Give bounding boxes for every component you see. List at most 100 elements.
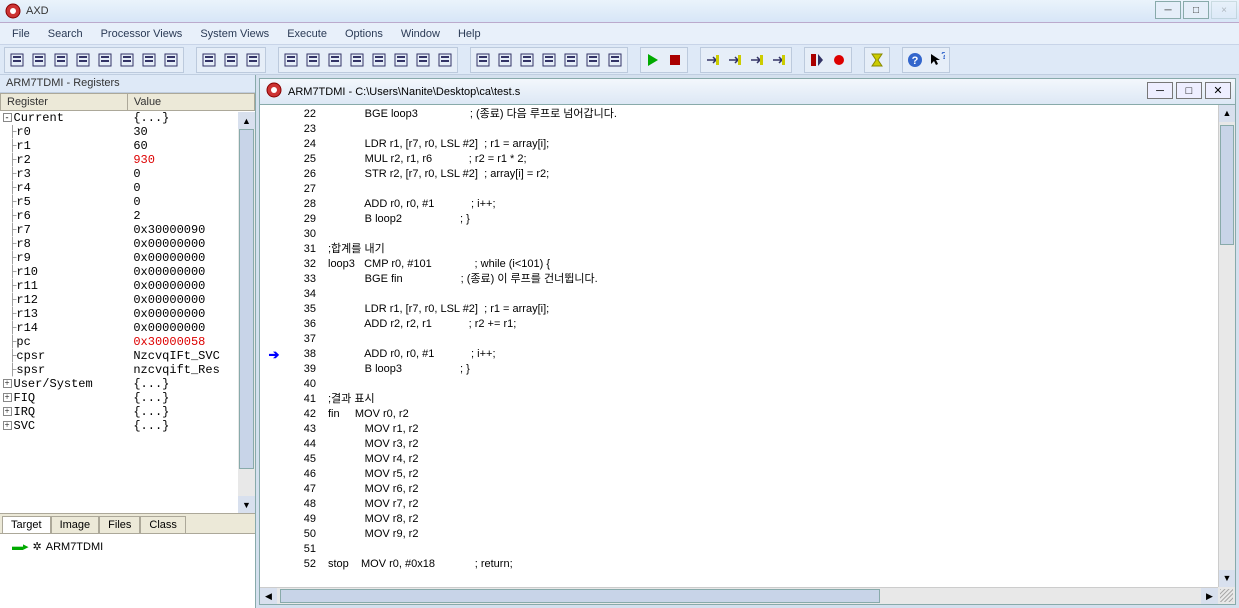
code-line[interactable]: 49 MOV r8, r2 [260, 512, 1235, 527]
register-row[interactable]: ├cpsrNzcvqIFt_SVC [1, 349, 255, 363]
menu-file[interactable]: File [4, 26, 38, 42]
box-v-button[interactable] [324, 49, 346, 71]
box-stack-button[interactable] [368, 49, 390, 71]
folder-open-button[interactable] [28, 49, 50, 71]
page-lines-button[interactable] [198, 49, 220, 71]
file-search-button[interactable] [6, 49, 28, 71]
code-line[interactable]: 34 [260, 287, 1235, 302]
breakpoint-button[interactable] [828, 49, 850, 71]
target-item[interactable]: ▬▸ ✲ ARM7TDMI [4, 538, 251, 555]
register-row[interactable]: ├r110x00000000 [1, 279, 255, 293]
code-line[interactable]: 32loop3 CMP r0, #101 ; while (i<101) { [260, 257, 1235, 272]
register-row[interactable]: ├r62 [1, 209, 255, 223]
register-row[interactable]: ├r70x30000090 [1, 223, 255, 237]
code-line[interactable]: 22 BGE loop3 ; (종료) 다음 루프로 넘어갑니다. [260, 107, 1235, 122]
register-row[interactable]: ├r40 [1, 181, 255, 195]
code-line[interactable]: 27 [260, 182, 1235, 197]
register-row[interactable]: ├r120x00000000 [1, 293, 255, 307]
step-over-button[interactable] [724, 49, 746, 71]
code-line[interactable]: 33 BGE fin ; (종료) 이 루프를 건너뜁니다. [260, 272, 1235, 287]
box-r2-button[interactable] [494, 49, 516, 71]
menu-help[interactable]: Help [450, 26, 489, 42]
code-minimize-button[interactable]: ─ [1147, 82, 1173, 99]
code-line[interactable]: ➔38 ADD r0, r0, #1 ; i++; [260, 347, 1235, 362]
page-grid-button[interactable] [242, 49, 264, 71]
code-line[interactable]: 29 B loop2 ; } [260, 212, 1235, 227]
files-button[interactable] [50, 49, 72, 71]
code-line[interactable]: 36 ADD r2, r2, r1 ; r2 += r1; [260, 317, 1235, 332]
registers-scrollbar[interactable]: ▲▼ [238, 112, 255, 513]
box-search-button[interactable] [302, 49, 324, 71]
box-grid-button[interactable] [346, 49, 368, 71]
register-row[interactable]: +FIQ{...} [1, 391, 255, 405]
box-search2-button[interactable] [516, 49, 538, 71]
col-value[interactable]: Value [127, 94, 254, 111]
code-maximize-button[interactable]: □ [1176, 82, 1202, 99]
code-line[interactable]: 52stop MOV r0, #0x18 ; return; [260, 557, 1235, 572]
stop-button[interactable] [664, 49, 686, 71]
code-line[interactable]: 50 MOV r9, r2 [260, 527, 1235, 542]
help-button[interactable]: ? [904, 49, 926, 71]
code-line[interactable]: 41;결과 표시 [260, 392, 1235, 407]
arrow-right-button[interactable] [160, 49, 182, 71]
code-line[interactable]: 31;합계를 내기 [260, 242, 1235, 257]
play-button[interactable] [642, 49, 664, 71]
code-line[interactable]: 42fin MOV r0, r2 [260, 407, 1235, 422]
page-button[interactable] [116, 49, 138, 71]
step-out-button[interactable] [746, 49, 768, 71]
step-to-button[interactable] [768, 49, 790, 71]
tab-files[interactable]: Files [99, 516, 140, 533]
hourglass-button[interactable] [866, 49, 888, 71]
tab-target[interactable]: Target [2, 516, 51, 533]
code-line[interactable]: 39 B loop3 ; } [260, 362, 1235, 377]
code-window-titlebar[interactable]: ARM7TDMI - C:\Users\Nanite\Desktop\ca\te… [260, 79, 1235, 105]
menu-execute[interactable]: Execute [279, 26, 335, 42]
arrows-recycle-button[interactable] [94, 49, 116, 71]
code-line[interactable]: 40 [260, 377, 1235, 392]
tab-image[interactable]: Image [51, 516, 100, 533]
code-line[interactable]: 46 MOV r5, r2 [260, 467, 1235, 482]
box-panels-button[interactable] [560, 49, 582, 71]
code-line[interactable]: 35 LDR r1, [r7, r0, LSL #2] ; r1 = array… [260, 302, 1235, 317]
code-line[interactable]: 43 MOV r1, r2 [260, 422, 1235, 437]
register-row[interactable]: +User/System{...} [1, 377, 255, 391]
maximize-button[interactable]: □ [1183, 1, 1209, 19]
register-row[interactable]: ├r160 [1, 139, 255, 153]
box-rows-button[interactable] [582, 49, 604, 71]
register-row[interactable]: ├r80x00000000 [1, 237, 255, 251]
cursor-stop-button[interactable] [806, 49, 828, 71]
box-bars-button[interactable] [390, 49, 412, 71]
menu-system-views[interactable]: System Views [192, 26, 277, 42]
disk-button[interactable] [72, 49, 94, 71]
register-row[interactable]: ├r030 [1, 125, 255, 139]
register-row[interactable]: ├r30 [1, 167, 255, 181]
box-list-button[interactable] [538, 49, 560, 71]
register-row[interactable]: -Current{...} [1, 111, 255, 126]
code-line[interactable]: 47 MOV r6, r2 [260, 482, 1235, 497]
code-line[interactable]: 24 LDR r1, [r7, r0, LSL #2] ; r1 = array… [260, 137, 1235, 152]
menu-search[interactable]: Search [40, 26, 91, 42]
box-f-button[interactable] [472, 49, 494, 71]
doc-button[interactable] [220, 49, 242, 71]
menu-window[interactable]: Window [393, 26, 448, 42]
code-line[interactable]: 25 MUL r2, r1, r6 ; r2 = r1 * 2; [260, 152, 1235, 167]
code-line[interactable]: 45 MOV r4, r2 [260, 452, 1235, 467]
col-register[interactable]: Register [1, 94, 128, 111]
close-button[interactable]: × [1211, 1, 1237, 19]
menu-options[interactable]: Options [337, 26, 391, 42]
code-editor[interactable]: 22 BGE loop3 ; (종료) 다음 루프로 넘어갑니다.2324 LD… [260, 105, 1235, 604]
code-line[interactable]: 28 ADD r0, r0, #1 ; i++; [260, 197, 1235, 212]
box-cols-button[interactable] [412, 49, 434, 71]
register-row[interactable]: +SVC{...} [1, 419, 255, 433]
register-row[interactable]: +IRQ{...} [1, 405, 255, 419]
register-row[interactable]: ├pc0x30000058 [1, 335, 255, 349]
resize-grip[interactable] [1220, 589, 1233, 602]
step-into-button[interactable] [702, 49, 724, 71]
register-row[interactable]: ├r140x00000000 [1, 321, 255, 335]
minimize-button[interactable]: ─ [1155, 1, 1181, 19]
register-row[interactable]: ├r90x00000000 [1, 251, 255, 265]
register-row[interactable]: ├r2930 [1, 153, 255, 167]
pointer-help-button[interactable]: ? [926, 49, 948, 71]
code-line[interactable]: 37 [260, 332, 1235, 347]
box-table-button[interactable] [604, 49, 626, 71]
